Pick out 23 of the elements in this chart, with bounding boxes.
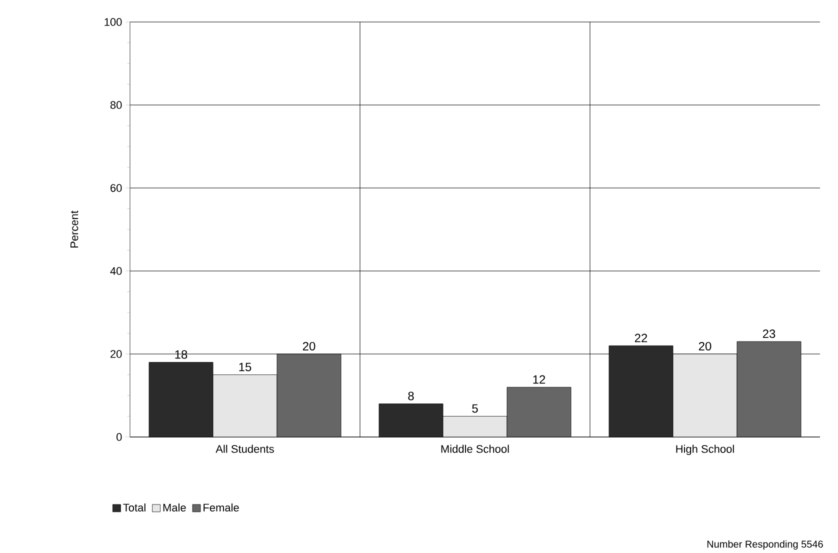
data-label: 15	[239, 362, 252, 372]
y-tick-label: 80	[110, 101, 122, 109]
legend-label: Female	[204, 503, 239, 512]
x-tick-label: All Students	[216, 444, 274, 453]
data-label: 23	[762, 330, 776, 338]
legend-label: Male	[163, 503, 186, 512]
data-label: 8	[408, 392, 414, 400]
y-tick-label: 0	[116, 433, 122, 441]
y-tick-label: 60	[110, 184, 122, 192]
x-tick-label: Middle School	[441, 444, 509, 453]
data-label: 5	[472, 404, 478, 413]
data-label: 18	[175, 350, 188, 359]
y-tick-label: 100	[104, 18, 122, 26]
data-label: 22	[634, 334, 648, 342]
legend-label: Total	[123, 503, 146, 512]
data-label: 20	[698, 342, 712, 350]
data-label: 12	[533, 375, 546, 384]
x-tick-label: High School	[676, 444, 734, 456]
y-axis-title: Percent	[70, 210, 78, 248]
y-tick-label: 20	[110, 350, 122, 358]
y-tick-label: 40	[110, 267, 122, 275]
data-label: 20	[302, 342, 316, 350]
text: Number Responding 5546	[707, 540, 823, 550]
